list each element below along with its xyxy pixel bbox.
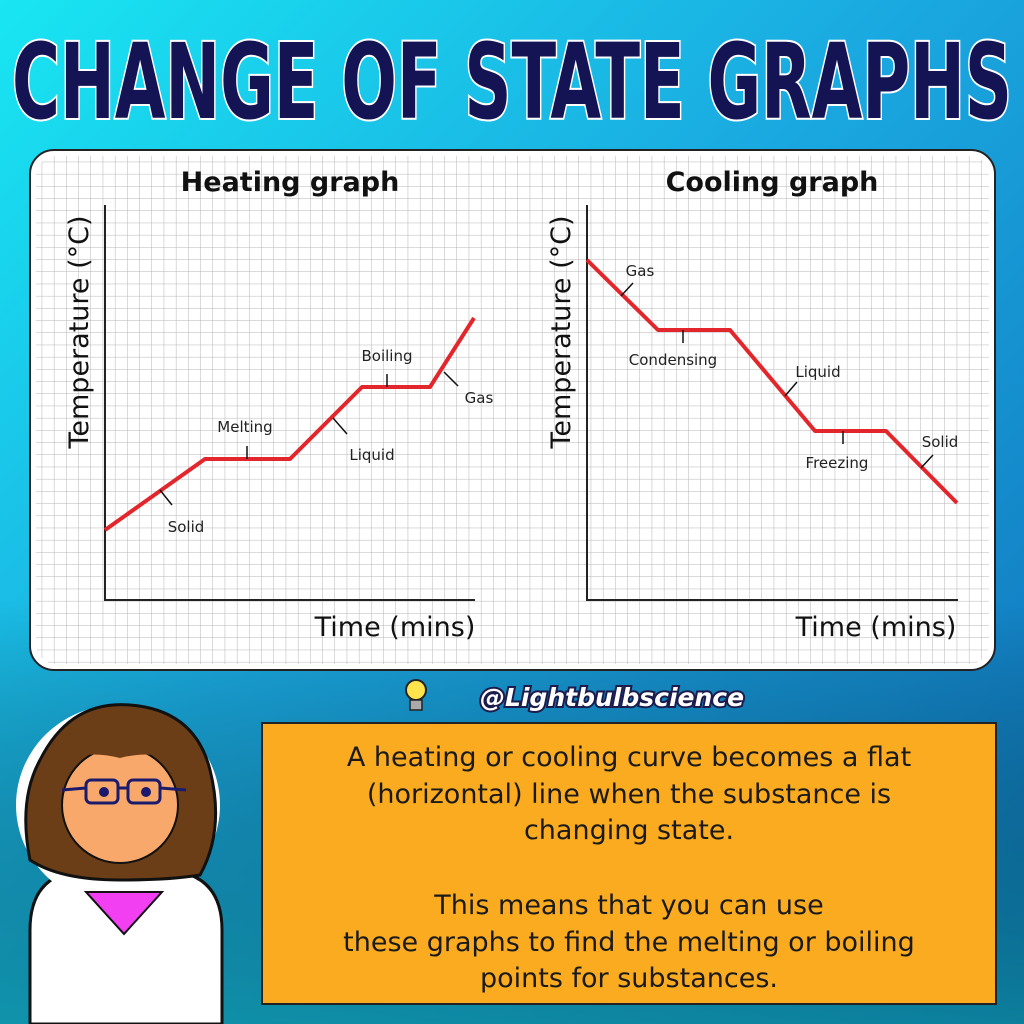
x-axis-label: Time (mins) <box>314 612 476 643</box>
scientist-character <box>16 703 224 1024</box>
phase-label: Solid <box>922 433 959 451</box>
phase-label: Liquid <box>349 446 394 464</box>
cooling-curve <box>585 258 959 505</box>
y-axis-label: Temperature (°C) <box>64 215 95 449</box>
label-pointer <box>784 381 798 397</box>
grid-paper <box>36 156 989 664</box>
axes <box>104 205 475 601</box>
phase-label: Solid <box>168 518 205 536</box>
heating-curve <box>103 316 476 532</box>
bulb-icon <box>405 679 427 711</box>
label-pointer <box>159 489 173 506</box>
note-line: (horizontal) line when the substance is <box>367 779 891 810</box>
phase-label: Freezing <box>806 454 869 472</box>
note-line: A heating or cooling curve becomes a fla… <box>347 742 911 773</box>
phase-label: Boiling <box>362 347 413 365</box>
phase-label: Melting <box>217 418 272 436</box>
label-pointer <box>443 371 459 387</box>
heating-graph: Heating graph Temperature (°C) Time (min… <box>64 167 493 643</box>
phase-label: Gas <box>626 262 655 280</box>
note-line: points for substances. <box>480 963 778 994</box>
phase-label: Liquid <box>795 363 840 381</box>
graph-title: Cooling graph <box>666 167 879 198</box>
label-pointer <box>620 282 634 297</box>
x-axis-label: Time (mins) <box>795 612 957 643</box>
y-axis-label: Temperature (°C) <box>546 215 577 449</box>
phase-label: Condensing <box>629 351 717 369</box>
note-box <box>261 722 997 1005</box>
label-pointer <box>920 454 934 469</box>
cooling-graph: Cooling graph Temperature (°C) Time (min… <box>546 167 959 643</box>
note-line: This means that you can use <box>433 890 823 921</box>
axes <box>586 205 958 601</box>
note-line: changing state. <box>524 815 734 846</box>
phase-label: Gas <box>465 389 494 407</box>
title: CHANGE OF STATE GRAPHS <box>12 21 1012 143</box>
handle: @Lightbulbscience <box>480 683 744 712</box>
graph-title: Heating graph <box>181 167 400 198</box>
note-line: these graphs to find the melting or boil… <box>343 927 915 958</box>
label-pointer <box>332 417 348 435</box>
